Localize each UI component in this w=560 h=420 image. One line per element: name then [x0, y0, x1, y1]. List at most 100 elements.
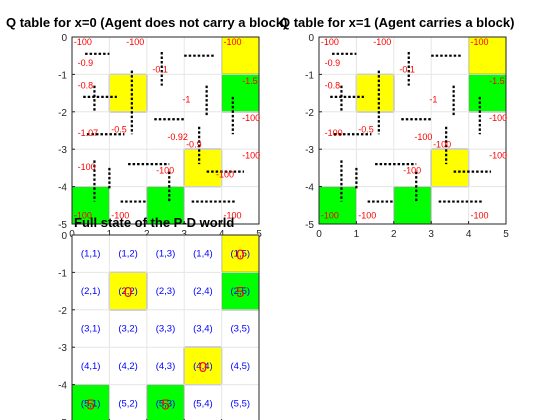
cell-coordinate-label: (4,2): [118, 361, 138, 372]
q-value-label: -100: [373, 37, 391, 47]
axes-frame: [318, 36, 507, 225]
q-value-label: -0.5: [111, 124, 127, 134]
y-tick-label: -4: [58, 381, 67, 392]
q-value-label: -0.8: [325, 81, 341, 91]
q-value-label: -100: [321, 37, 339, 47]
q-value-label: -100: [470, 37, 488, 47]
cell-coordinate-label: (3,1): [81, 324, 101, 335]
pickup-cell: [108, 73, 148, 113]
q-table-x1-title: Q table for x=1 (Agent carries a block): [280, 15, 514, 30]
y-tick-label: -1: [58, 70, 67, 81]
q-value-label: -100: [489, 113, 507, 123]
q-table-x0-title: Q table for x=0 (Agent does not carry a …: [6, 15, 287, 30]
pickup-block-count: 0: [124, 284, 132, 301]
y-tick-label: -2: [305, 108, 314, 119]
q-value-label: -1.5: [242, 76, 258, 86]
axes-frame: [71, 234, 260, 420]
cell-coordinate-label: (1,4): [193, 249, 213, 260]
x-tick-label: 0: [316, 229, 322, 240]
q-value-label: -100: [414, 132, 432, 142]
cell-coordinate-label: (2,2): [118, 286, 138, 297]
cell-coordinate-label: (2,1): [81, 286, 101, 297]
q-value-label: -0.5: [358, 124, 374, 134]
dropoff-block-count: 5: [87, 396, 95, 413]
q-value-label: -100: [358, 210, 376, 220]
y-tick-label: -5: [58, 418, 67, 420]
q-value-label: -100: [242, 151, 260, 161]
q-table-x1-panel: 0 1 2 3 4 50-1-2-3-4-5-100 -100 -100-100 -100 -10…: [280, 15, 514, 240]
cell-coordinate-label: (4,1): [81, 361, 101, 372]
y-tick-label: -1: [58, 268, 67, 279]
cell-coordinate-label: (5,5): [231, 398, 251, 409]
q-value-label: -0.8: [78, 81, 94, 91]
pickup-block-count: 0: [236, 247, 244, 264]
cell-coordinate-label: (1,1): [81, 249, 101, 260]
q-value-label: -0.1: [152, 65, 168, 75]
cell-coordinate-label: (2,4): [193, 286, 213, 297]
x-tick-label: 4: [466, 229, 472, 240]
pickup-cell: [221, 36, 260, 75]
pickup-cell: [183, 148, 223, 188]
y-tick-label: -1: [305, 70, 314, 81]
q-value-label: -1: [182, 94, 190, 104]
x-tick-label: 5: [503, 229, 509, 240]
cell-coordinate-label: (3,2): [118, 324, 138, 335]
q-value-label: -100: [216, 169, 234, 179]
y-tick-label: 0: [61, 231, 67, 242]
x-tick-label: 2: [391, 229, 397, 240]
cell-coordinate-label: (3,3): [156, 324, 176, 335]
x-tick-label: 1: [354, 229, 360, 240]
q-value-label: -100: [126, 37, 144, 47]
q-value-label: -100: [156, 166, 174, 176]
y-tick-label: -2: [58, 108, 67, 119]
cell-coordinate-label: (2,3): [156, 286, 176, 297]
q-value-label: -100: [403, 166, 421, 176]
cell-coordinate-label: (4,5): [231, 361, 251, 372]
q-value-label: -0.9: [325, 58, 341, 68]
x-tick-label: 3: [428, 229, 434, 240]
cell-coordinate-label: (1,3): [156, 249, 176, 260]
q-value-label: -0.92: [167, 132, 188, 142]
q-value-label: -100: [321, 210, 339, 220]
cell-coordinate-label: (4,4): [193, 361, 213, 372]
q-value-label: -1: [429, 94, 437, 104]
q-value-label: -0.9: [186, 139, 202, 149]
cell-coordinate-label: (5,2): [118, 398, 138, 409]
q-value-label: -1.5: [489, 76, 505, 86]
q-value-label: -100: [325, 128, 343, 138]
pickup-cell: [221, 234, 260, 273]
y-tick-label: -4: [305, 183, 314, 194]
pd-world-state-title: Full state of the P-D world: [74, 215, 234, 230]
y-tick-label: -4: [58, 183, 67, 194]
cell-coordinate-label: (3,4): [193, 324, 213, 335]
y-tick-label: -3: [58, 145, 67, 156]
cell-coordinate-label: (4,3): [156, 361, 176, 372]
axes-frame: [71, 36, 260, 225]
q-value-label: -100: [78, 162, 96, 172]
y-tick-label: -3: [58, 343, 67, 354]
q-value-label: -100: [433, 139, 451, 149]
q-value-label: -100: [74, 210, 92, 220]
cell-coordinate-label: (5,1): [81, 398, 101, 409]
pickup-cell: [468, 36, 507, 75]
cell-coordinate-label: (5,3): [156, 398, 176, 409]
q-value-label: -100: [223, 37, 241, 47]
pd-world-state-panel: 0123450-1-2-3-4-5(1,1)(1,2)(1,3)(1,4)(1,…: [58, 215, 260, 420]
y-tick-label: -3: [305, 145, 314, 156]
pickup-cell: [355, 73, 395, 113]
q-value-label: -100: [74, 37, 92, 47]
dropoff-block-count: 5: [236, 284, 244, 301]
q-value-label: -100: [489, 151, 507, 161]
dropoff-block-count: 5: [161, 396, 169, 413]
q-value-label: -100: [470, 210, 488, 220]
cell-coordinate-label: (1,5): [231, 249, 251, 260]
y-tick-label: 0: [61, 33, 67, 44]
y-tick-label: -5: [58, 220, 67, 231]
pickup-cell: [430, 148, 470, 188]
cell-coordinate-label: (5,4): [193, 398, 213, 409]
y-tick-label: 0: [308, 33, 314, 44]
dropoff-cell: [71, 186, 110, 225]
q-value-label: -0.9: [78, 58, 94, 68]
q-value-label: -100: [242, 113, 260, 123]
